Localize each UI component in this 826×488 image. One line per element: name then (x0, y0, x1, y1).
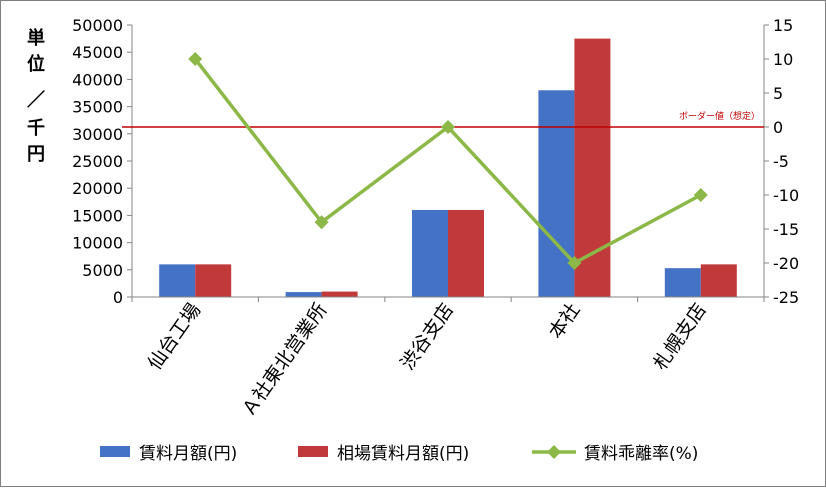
category-label-2: 渋谷支店 (396, 299, 458, 374)
y-axis-title-char: 円 (27, 144, 45, 165)
bar-rent-2 (412, 209, 448, 297)
category-label-4: 札幌支店 (649, 299, 711, 374)
y-axis-title-char: 千 (27, 118, 45, 139)
deviation-rate-point-3 (567, 256, 582, 270)
y-axis-title-char: ／ (27, 90, 45, 111)
y-tick-label-right: 10 (773, 50, 793, 69)
y-axis-title: 単位 ／ 千円 (27, 27, 45, 165)
legend-layer: 賃料月額(円) 相場賃料月額(円) 賃料乖離率(%) (100, 444, 698, 464)
bars-layer (159, 38, 737, 297)
legend-label-0: 賃料月額(円) (139, 444, 237, 464)
legend-swatch-1 (298, 446, 328, 457)
y-tick-label-right: -20 (773, 254, 799, 273)
bar-market-rent-0 (195, 264, 232, 297)
y-tick-label-right: 15 (773, 16, 793, 35)
y-tick-label-left: 15000 (72, 206, 123, 225)
ticks-layer: 0 5000 10000 15000 20000 25000 30000 35000 40000… (72, 16, 799, 307)
category-label-3: 本社 (545, 299, 585, 343)
y-tick-label-right: -15 (773, 220, 799, 239)
deviation-rate-point-4 (693, 188, 708, 202)
category-label-0: 仙台工場 (144, 299, 206, 374)
y-tick-label-right: 0 (773, 118, 783, 137)
deviation-rate-point-0 (188, 52, 203, 66)
axes-layer (127, 24, 769, 302)
y-axis-title-char: 単 (27, 27, 45, 49)
bar-market-rent-4 (700, 264, 737, 297)
y-tick-label-left: 20000 (72, 179, 123, 198)
legend-label-2: 賃料乖離率(%) (584, 444, 698, 464)
bar-rent-3 (538, 90, 575, 297)
bar-rent-4 (664, 268, 701, 297)
bar-market-rent-1 (321, 291, 358, 297)
category-label-1: Ａ社東北営業所 (237, 299, 331, 421)
bar-market-rent-2 (448, 209, 484, 297)
y-axis-title-char: 位 (27, 53, 45, 75)
y-tick-label-left: 45000 (72, 43, 123, 62)
y-tick-label-left: 10000 (72, 234, 123, 253)
bar-rent-0 (159, 264, 196, 297)
y-tick-label-left: 30000 (72, 125, 123, 144)
reference-layer: ボーダー値（想定） (122, 110, 764, 128)
y-tick-label-right: -5 (773, 152, 789, 171)
y-tick-label-right: 5 (773, 84, 783, 103)
y-tick-label-left: 35000 (72, 98, 123, 117)
y-tick-label-right: -25 (773, 288, 799, 307)
legend-label-1: 相場賃料月額(円) (337, 444, 469, 464)
y-tick-label-left: 50000 (72, 16, 123, 35)
bar-rent-1 (285, 292, 322, 297)
y-tick-label-left: 40000 (72, 70, 123, 89)
border-value-label: ボーダー値（想定） (679, 110, 760, 122)
y-tick-label-right: -10 (773, 186, 799, 205)
legend-swatch-0 (100, 446, 130, 457)
y-tick-label-left: 25000 (72, 152, 123, 171)
deviation-rate-point-1 (314, 215, 329, 230)
deviation-rate-point-2 (441, 120, 455, 134)
y-tick-label-left: 0 (113, 288, 123, 307)
line-layer (188, 52, 708, 270)
y-tick-label-left: 5000 (82, 261, 123, 280)
legend-marker-2 (547, 445, 561, 459)
category-labels-layer: 仙台工場 Ａ社東北営業所 渋谷支店 本社 札幌支店 (144, 299, 711, 421)
